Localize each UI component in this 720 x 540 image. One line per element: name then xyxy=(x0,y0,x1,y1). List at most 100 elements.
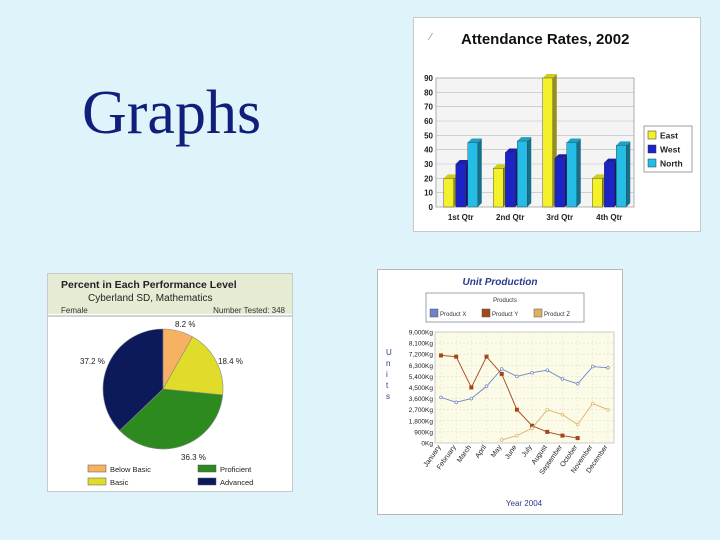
production-chart-panel: Unit Production Products Product X Produc… xyxy=(377,269,623,515)
line-y-tick-label: 8,100Kg xyxy=(409,341,434,348)
pie-header-right: Number Tested: 348 xyxy=(213,306,285,315)
line-series-product-z xyxy=(501,402,609,441)
bar-y-tick-label: 10 xyxy=(424,189,433,198)
line-point xyxy=(514,407,519,412)
line-point xyxy=(560,412,565,417)
bar-east xyxy=(493,168,504,208)
bar-legend-label: East xyxy=(660,131,678,141)
pie-chart-title: Percent in Each Performance Level xyxy=(61,279,237,291)
line-point xyxy=(560,377,565,381)
line-point xyxy=(591,401,595,406)
bar-x-tick-label: 4th Qtr xyxy=(596,213,622,222)
pie-slice-label: 36.3 % xyxy=(181,453,206,462)
line-x-tick-label: April xyxy=(474,444,488,460)
bar-east xyxy=(443,178,454,208)
pie-slice-label: 37.2 % xyxy=(80,357,105,366)
bar-y-tick-label: 80 xyxy=(424,88,433,97)
bar-side xyxy=(576,138,581,207)
line-legend-box xyxy=(425,292,585,323)
line-point xyxy=(591,364,595,369)
pie-legend-swatch xyxy=(197,477,217,486)
pie-legend-label: Advanced xyxy=(220,478,253,487)
performance-pie-chart: Percent in Each Performance Level Cyberl… xyxy=(48,274,292,487)
pie-slice xyxy=(119,388,224,450)
line-legend-swatch xyxy=(429,308,439,318)
bar-west xyxy=(505,152,516,208)
bar-top xyxy=(542,74,557,78)
pie-legend-label: Basic xyxy=(110,478,129,487)
bar-top xyxy=(517,137,532,142)
bar-x-tick-label: 2nd Qtr xyxy=(496,213,524,222)
line-point xyxy=(575,436,580,441)
bar-west xyxy=(604,162,615,208)
line-point xyxy=(499,438,504,442)
line-point xyxy=(530,370,534,375)
line-y-tick-label: 5,400Kg xyxy=(409,374,434,381)
bar-legend-swatch xyxy=(647,158,657,168)
pie-legend-label: Below Basic xyxy=(110,465,151,474)
bar-north xyxy=(616,145,627,208)
bar-y-tick-label: 60 xyxy=(424,117,433,126)
line-point xyxy=(575,422,580,427)
line-y-tick-label: 4,500Kg xyxy=(409,385,434,392)
pie-legend-label: Proficient xyxy=(220,465,252,474)
bar-north xyxy=(467,142,478,208)
line-x-tick-label: May xyxy=(490,444,504,459)
bar-west xyxy=(554,158,565,208)
bar-side xyxy=(527,137,532,207)
chart-menu-icon: ⁄ xyxy=(427,32,433,43)
bar-y-tick-label: 50 xyxy=(424,131,433,140)
line-point xyxy=(469,385,474,390)
bar-y-tick-label: 0 xyxy=(429,203,434,212)
line-point xyxy=(575,382,580,386)
pie-slice xyxy=(162,336,224,396)
line-y-tick-label: 7,200Kg xyxy=(409,352,434,359)
bar-top xyxy=(505,148,520,153)
line-point xyxy=(606,407,610,412)
bar-x-tick-label: 3rd Qtr xyxy=(546,213,573,222)
line-y-tick-label: 1,800Kg xyxy=(409,418,434,425)
line-legend-swatch xyxy=(533,308,543,318)
line-point xyxy=(530,426,534,430)
pie-slice xyxy=(102,328,164,431)
bar-top xyxy=(467,138,482,143)
line-point xyxy=(439,353,443,358)
line-chart-title: Unit Production xyxy=(463,277,538,288)
bar-y-tick-label: 70 xyxy=(424,103,433,112)
bar-y-tick-label: 20 xyxy=(424,174,433,183)
line-legend-label: Product Z xyxy=(544,312,570,318)
line-x-tick-label: March xyxy=(456,444,473,464)
bar-top xyxy=(566,138,581,143)
line-point xyxy=(439,395,443,400)
line-point xyxy=(606,366,610,370)
bar-east xyxy=(542,77,553,208)
pie-legend-swatch xyxy=(197,464,217,473)
line-point xyxy=(454,354,459,359)
bar-top xyxy=(604,158,619,163)
line-y-tick-label: 9,000Kg xyxy=(409,330,434,337)
bar-top xyxy=(592,174,607,179)
pie-legend-swatch xyxy=(87,477,107,486)
bar-y-tick-label: 30 xyxy=(424,160,433,169)
bar-top xyxy=(554,154,569,159)
bar-west xyxy=(455,163,466,208)
line-point xyxy=(530,423,535,428)
attendance-chart-panel: ⁄ Attendance Rates, 2002 0 10 20 30 40 50 60 70… xyxy=(413,17,701,232)
bar-y-tick-label: 90 xyxy=(424,74,433,83)
bar-top xyxy=(455,160,470,164)
line-y-tick-label: 0Kg xyxy=(421,441,433,448)
attendance-bar-chart: ⁄ Attendance Rates, 2002 0 10 20 30 40 50 60 70… xyxy=(424,31,693,222)
line-y-tick-label: 2,700Kg xyxy=(409,407,434,414)
bar-x-tick-label: 1st Qtr xyxy=(448,213,474,222)
pie-legend-swatch xyxy=(87,464,107,473)
bar-legend-label: North xyxy=(660,159,683,169)
line-point xyxy=(545,429,550,434)
line-point xyxy=(499,371,504,376)
line-legend-label: Product X xyxy=(440,312,466,318)
line-legend-swatch xyxy=(481,308,491,318)
line-legend-label: Product Y xyxy=(492,312,518,318)
bar-side xyxy=(626,141,631,207)
line-series-product-x xyxy=(440,366,609,403)
line-point xyxy=(454,400,458,405)
